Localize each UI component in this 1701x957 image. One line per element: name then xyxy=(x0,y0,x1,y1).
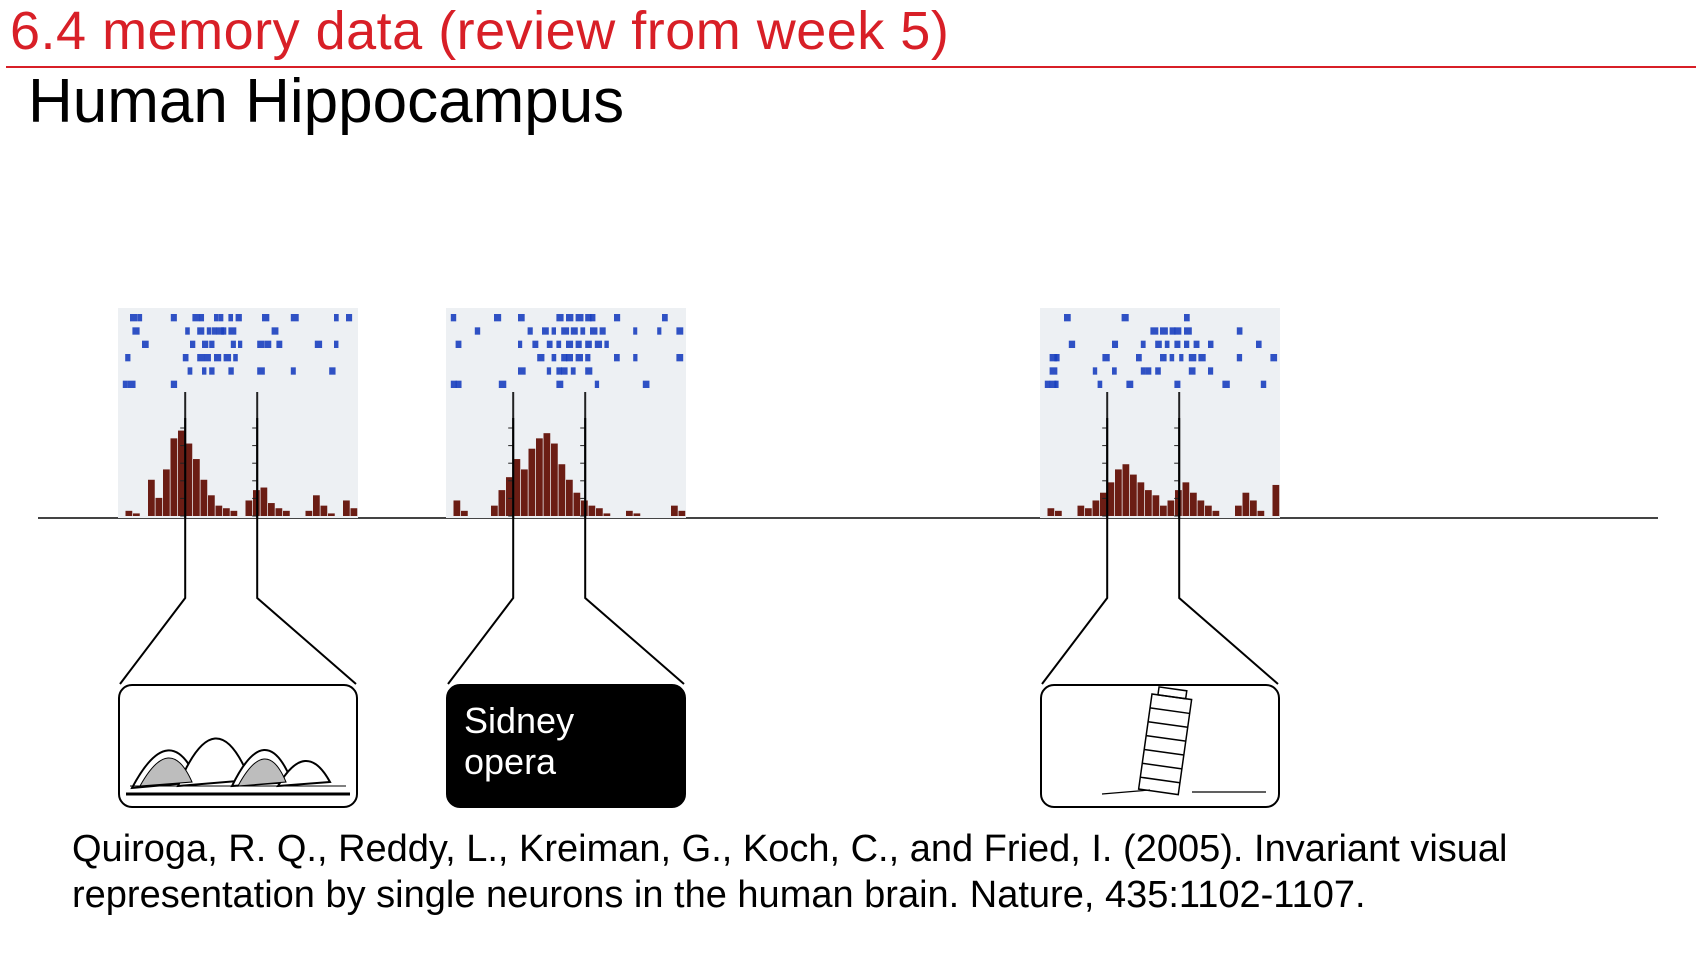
figure-area: Sidney opera xyxy=(0,160,1701,800)
section-title: 6.4 memory data (review from week 5) xyxy=(10,0,949,62)
citation-text: Quiroga, R. Q., Reddy, L., Kreiman, G., … xyxy=(72,826,1632,919)
stimulus-drawing-pisa-tower xyxy=(1040,684,1280,808)
slide-subtitle: Human Hippocampus xyxy=(28,66,624,137)
